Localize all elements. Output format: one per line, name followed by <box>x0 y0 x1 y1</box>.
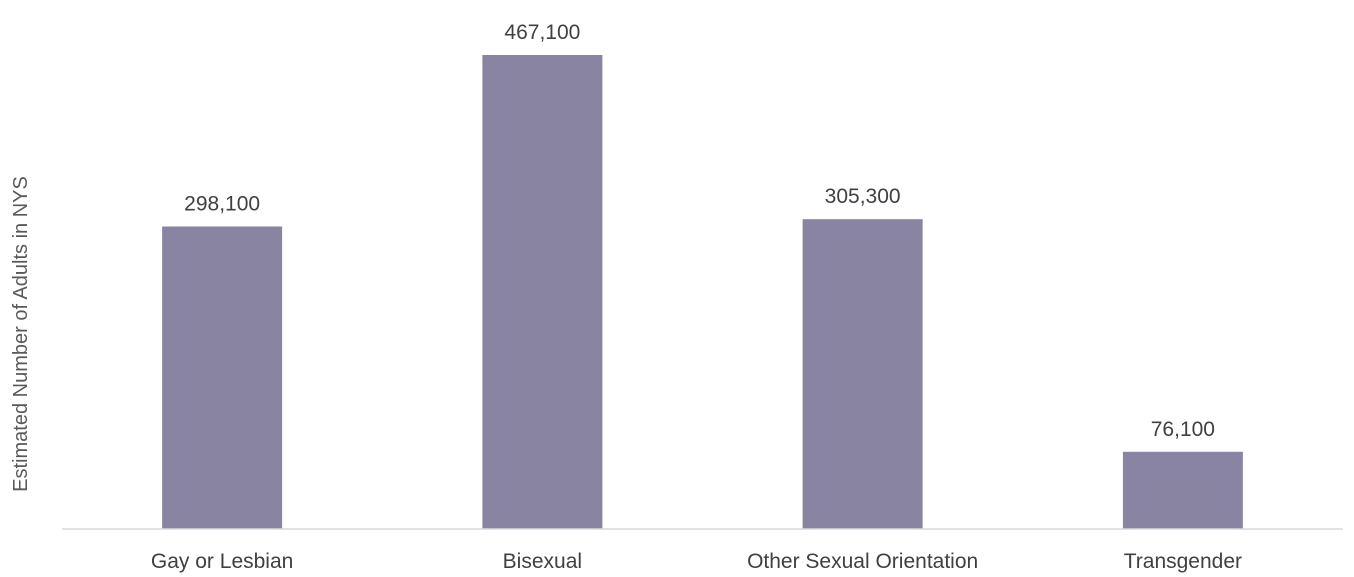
x-tick-label: Transgender <box>1124 550 1242 573</box>
data-label: 467,100 <box>504 21 580 44</box>
bar-bisexual <box>482 55 603 529</box>
bar-transgender <box>1122 451 1243 529</box>
data-label: 298,100 <box>184 192 260 215</box>
x-tick-label: Other Sexual Orientation <box>747 550 978 573</box>
data-label: 76,100 <box>1151 418 1215 441</box>
data-label: 305,300 <box>825 185 901 208</box>
bar-gay-or-lesbian <box>162 226 283 529</box>
bar-other-sexual-orientation <box>802 219 923 529</box>
y-axis-title: Estimated Number of Adults in NYS <box>10 176 32 492</box>
bars-group <box>162 55 1243 529</box>
category-labels-group: Gay or Lesbian Bisexual Other Sexual Orien… <box>151 550 1242 573</box>
x-tick-label: Gay or Lesbian <box>151 550 293 573</box>
x-tick-label: Bisexual <box>503 550 582 573</box>
value-labels-group: 298,100 467,100 305,300 76,100 <box>184 21 1215 441</box>
